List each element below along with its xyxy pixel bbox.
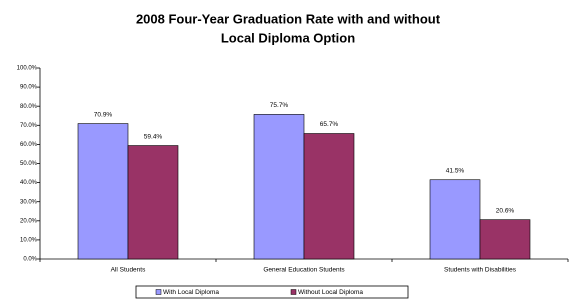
y-tick-label: 100.0% — [17, 66, 38, 72]
value-label: 75.7% — [270, 102, 289, 109]
value-label: 20.6% — [496, 207, 515, 214]
y-tick-label: 30.0% — [20, 199, 38, 205]
value-label: 65.7% — [320, 121, 339, 128]
chart-title: 2008 Four-Year Graduation Rate with and … — [136, 11, 441, 26]
y-tick-label: 60.0% — [20, 142, 38, 148]
y-tick-label: 40.0% — [20, 180, 38, 186]
bar — [479, 219, 531, 260]
y-tick-label: 80.0% — [20, 104, 38, 110]
legend-label: With Local Diploma — [163, 289, 219, 296]
x-tick-label: Students with Disabilities — [444, 267, 517, 274]
y-tick-label: 90.0% — [20, 85, 38, 91]
y-tick-label: 10.0% — [20, 237, 38, 243]
y-tick-label: 0.0% — [23, 257, 37, 263]
value-label: 41.5% — [446, 167, 465, 174]
legend-swatch — [290, 289, 297, 295]
x-tick-label: All Students — [111, 267, 146, 274]
legend-swatch — [155, 289, 162, 295]
bar — [429, 179, 481, 260]
value-label: 70.9% — [94, 111, 113, 118]
x-tick-label: General Education Students — [263, 267, 345, 274]
y-tick-label: 20.0% — [20, 218, 38, 224]
legend-label: Without Local Diploma — [298, 289, 363, 296]
bar — [127, 145, 179, 260]
bar — [303, 133, 355, 260]
y-tick-label: 70.0% — [20, 123, 38, 129]
value-label: 59.4% — [144, 133, 163, 140]
y-tick-label: 50.0% — [20, 161, 38, 167]
bar — [253, 114, 305, 260]
bar — [77, 123, 129, 260]
chart-title: Local Diploma Option — [221, 30, 355, 45]
legend-box — [135, 285, 409, 299]
